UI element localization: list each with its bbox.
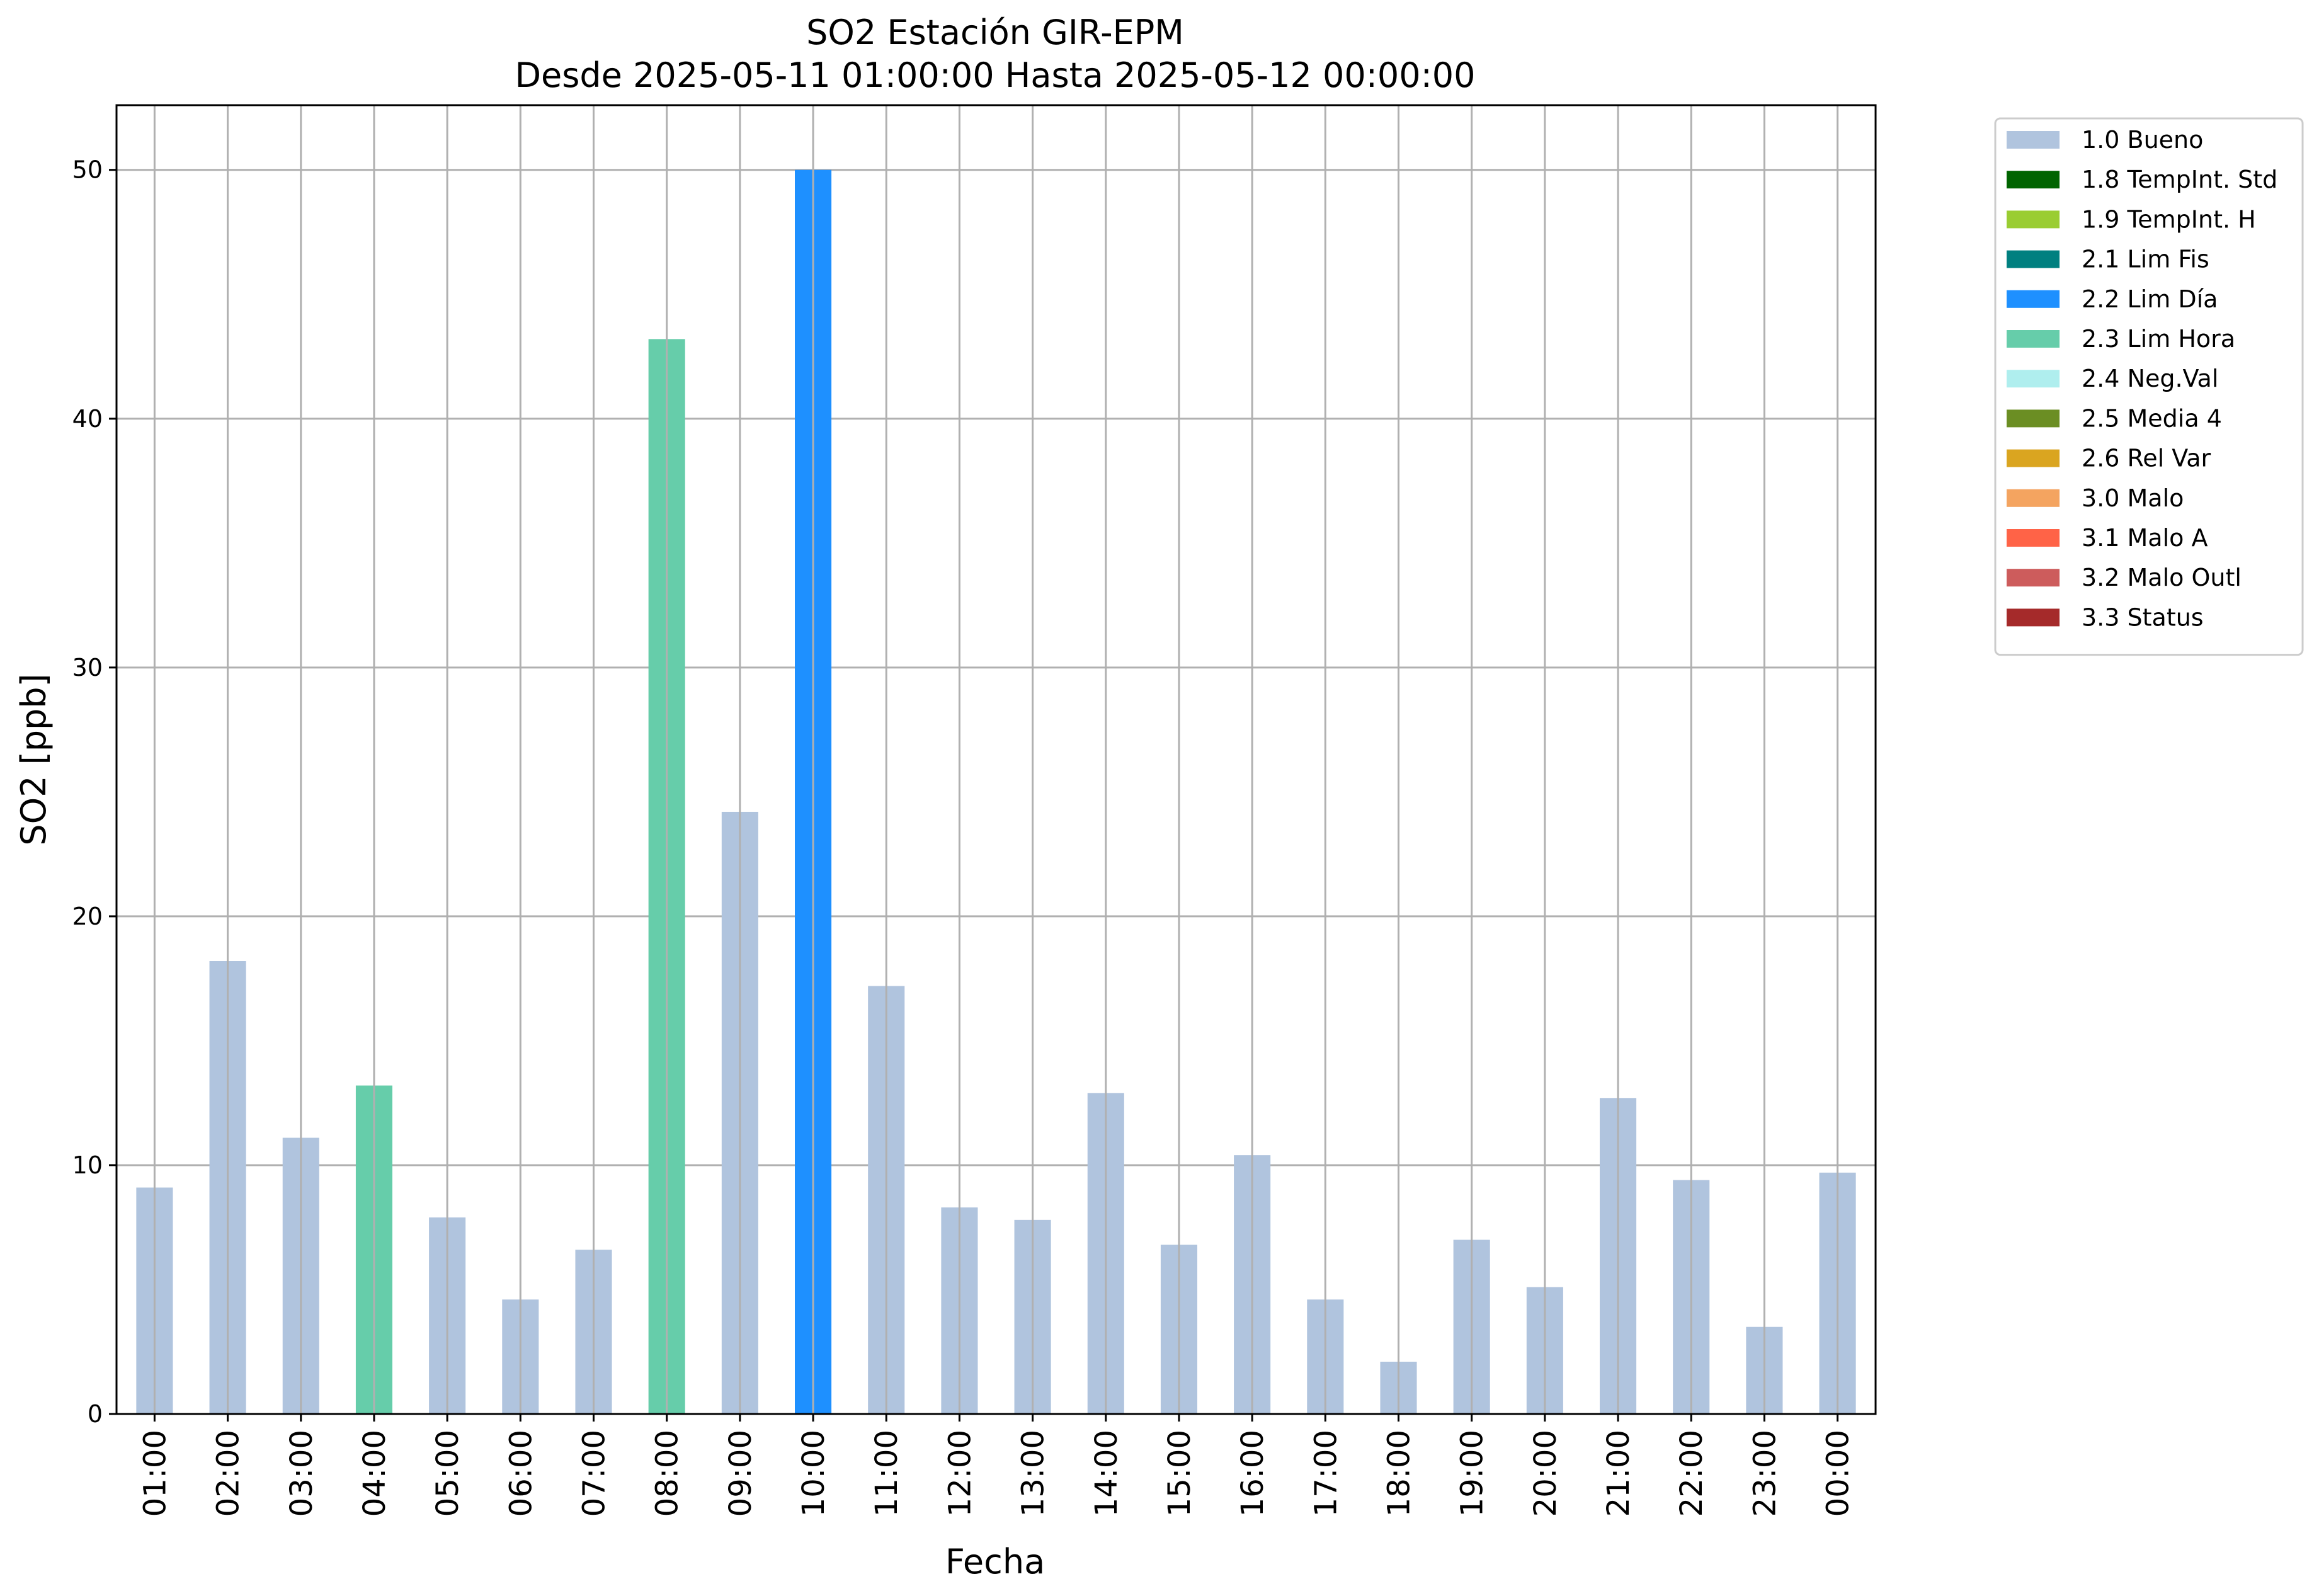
x-tick-label: 13:00 <box>1016 1430 1051 1517</box>
x-tick-label: 18:00 <box>1381 1430 1416 1517</box>
legend-entry-label: 2.1 Lim Fis <box>2082 246 2209 273</box>
x-tick-label: 08:00 <box>650 1430 685 1517</box>
x-tick-label: 23:00 <box>1747 1430 1782 1517</box>
legend-entry-label: 3.0 Malo <box>2082 484 2184 512</box>
legend-swatch <box>2007 290 2060 308</box>
x-tick-label: 15:00 <box>1162 1430 1197 1517</box>
x-tick-label: 17:00 <box>1308 1430 1343 1517</box>
legend-entry-label: 1.9 TempInt. H <box>2082 205 2256 233</box>
x-tick-label: 09:00 <box>723 1430 758 1517</box>
legend-swatch <box>2007 529 2060 547</box>
legend-swatch <box>2007 569 2060 587</box>
x-tick-label: 07:00 <box>577 1430 612 1517</box>
legend-swatch <box>2007 409 2060 428</box>
y-tick-label: 0 <box>88 1400 103 1428</box>
x-tick-label: 04:00 <box>357 1430 392 1517</box>
y-tick-label: 30 <box>72 654 103 681</box>
y-tick-label: 10 <box>72 1151 103 1179</box>
vertical-grid-lines <box>153 105 1839 1414</box>
y-axis-label: SO2 [ppb] <box>14 673 54 845</box>
legend-box <box>1994 117 2304 656</box>
chart-title: SO2 Estación GIR-EPM <box>806 13 1184 52</box>
legend-entry-label: 2.2 Lim Día <box>2082 285 2218 313</box>
y-axis-ticks: 0 10 20 30 40 50 <box>72 156 117 1428</box>
x-tick-label: 21:00 <box>1601 1430 1636 1517</box>
plot-frame <box>115 104 1877 1415</box>
x-axis-label: Fecha <box>945 1542 1045 1582</box>
y-tick-label: 50 <box>72 156 103 184</box>
x-tick-label: 05:00 <box>430 1430 465 1517</box>
legend-entry-label: 3.3 Status <box>2082 603 2204 631</box>
legend-swatch <box>2007 131 2060 149</box>
x-tick-label: 00:00 <box>1821 1430 1856 1517</box>
legend-swatch <box>2007 608 2060 627</box>
legend-entry-label: 1.0 Bueno <box>2082 126 2203 154</box>
x-tick-label: 11:00 <box>869 1430 904 1517</box>
chart-subtitle: Desde 2025-05-11 01:00:00 Hasta 2025-05-… <box>515 55 1475 95</box>
x-tick-label: 16:00 <box>1235 1430 1270 1517</box>
y-tick-label: 40 <box>72 405 103 433</box>
legend-swatch <box>2007 171 2060 189</box>
legend-entry-label: 2.3 Lim Hora <box>2082 325 2235 353</box>
legend-entry-label: 1.8 TempInt. Std <box>2082 166 2277 193</box>
legend-entry-label: 3.1 Malo A <box>2082 524 2208 552</box>
legend-entry-label: 2.5 Media 4 <box>2082 404 2222 432</box>
x-tick-label: 06:00 <box>503 1430 538 1517</box>
legend-swatch <box>2007 210 2060 229</box>
y-tick-label: 20 <box>72 903 103 930</box>
x-tick-label: 14:00 <box>1089 1430 1124 1517</box>
x-tick-label: 22:00 <box>1674 1430 1709 1517</box>
legend: 1.0 Bueno 1.8 TempInt. Std 1.9 TempInt. H 2… <box>1994 117 2304 656</box>
legend-swatch <box>2007 250 2060 268</box>
legend-swatch <box>2007 370 2060 388</box>
x-tick-label: 19:00 <box>1455 1430 1490 1517</box>
x-tick-label: 12:00 <box>942 1430 977 1517</box>
x-tick-label: 01:00 <box>137 1430 173 1517</box>
x-tick-label: 03:00 <box>284 1430 319 1517</box>
x-tick-label: 20:00 <box>1528 1430 1563 1517</box>
legend-swatch <box>2007 489 2060 507</box>
legend-entry-label: 2.6 Rel Var <box>2082 445 2211 472</box>
legend-swatch <box>2007 330 2060 348</box>
x-tick-label: 02:00 <box>211 1430 246 1517</box>
legend-entry-label: 2.4 Neg.Val <box>2082 365 2218 392</box>
legend-swatch <box>2007 449 2060 467</box>
x-axis-ticks: 01:00 02:00 03:00 04:00 05:00 06:00 07:00 08:00… <box>137 1414 1856 1517</box>
x-tick-label: 10:00 <box>796 1430 831 1517</box>
legend-entry-label: 3.2 Malo Outl <box>2082 564 2242 591</box>
